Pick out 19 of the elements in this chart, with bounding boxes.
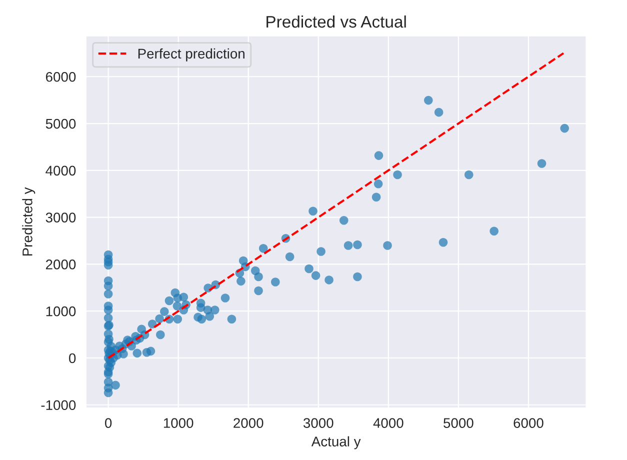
y-tick-label: 5000 xyxy=(46,118,76,129)
y-tick-label: -1000 xyxy=(41,400,76,410)
y-tick-label: 3000 xyxy=(46,212,76,222)
x-axis-title: Actual y xyxy=(311,436,361,450)
y-tick-label: 0 xyxy=(68,353,76,364)
y-tick-label: 1000 xyxy=(46,306,76,316)
x-tick-label: 3000 xyxy=(303,418,334,428)
y-tick-label: 2000 xyxy=(46,260,76,270)
x-tick-label: 4000 xyxy=(373,418,404,428)
y-axis-title: Predicted y xyxy=(22,187,36,256)
chart-title: Predicted vs Actual xyxy=(266,15,406,28)
y-tick-label: 6000 xyxy=(46,72,76,82)
x-tick-label: 1000 xyxy=(164,418,194,428)
x-tick-label: 0 xyxy=(104,418,112,428)
x-tick-label: 5000 xyxy=(444,418,474,428)
legend-label: Perfect prediction xyxy=(138,48,244,62)
y-tick-label: 4000 xyxy=(46,166,76,176)
x-tick-label: 6000 xyxy=(514,418,544,428)
x-tick-label: 2000 xyxy=(234,418,264,428)
